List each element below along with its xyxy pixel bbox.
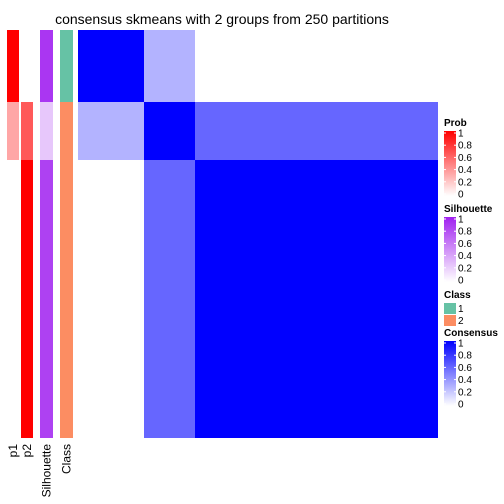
class-cell-C xyxy=(60,160,73,438)
legend-colorbar-prob xyxy=(444,131,456,196)
track-label-Silhouette: Silhouette xyxy=(40,444,54,498)
legend-tick-prob: 0.4 xyxy=(458,165,472,176)
legend-title-prob: Prob xyxy=(444,118,467,129)
class-cell-B xyxy=(60,102,73,160)
legend-swatch-class-2 xyxy=(444,315,456,326)
p1-cell-A xyxy=(7,30,19,102)
legend-tick-prob: 0.8 xyxy=(458,141,472,152)
track-labels: p1 p2 Silhouette Class xyxy=(6,444,74,498)
p2-cell-B xyxy=(21,102,33,160)
track-label-p1: p1 xyxy=(6,444,20,458)
matrix-cell-2-2 xyxy=(195,160,438,438)
legend-colorbar-silhouette xyxy=(444,217,456,282)
matrix-cell-1-2 xyxy=(195,102,438,160)
legend-title-silhouette: Silhouette xyxy=(444,204,493,215)
matrix-cell-1-1 xyxy=(144,102,195,160)
legend-tick-silhouette: 0.6 xyxy=(458,239,472,250)
consensus-matrix xyxy=(78,30,438,438)
p1-cell-C xyxy=(7,160,19,438)
track-label-Class: Class xyxy=(60,444,74,474)
matrix-cell-2-0 xyxy=(78,160,144,438)
silhouette-cell-B xyxy=(40,102,53,160)
legend-tick-silhouette: 1 xyxy=(458,215,464,226)
legend-title-consensus: Consensus xyxy=(444,328,498,339)
legend-tick-prob: 0.2 xyxy=(458,177,472,188)
p2-cell-C xyxy=(21,160,33,438)
legend-tick-prob: 1 xyxy=(458,129,464,140)
legend-swatch-class-1 xyxy=(444,303,456,314)
legends: Prob10.80.60.40.20Silhouette10.80.60.40.… xyxy=(444,118,498,411)
matrix-cell-1-0 xyxy=(78,102,144,160)
legend-tick-silhouette: 0.4 xyxy=(458,251,472,262)
legend-label-class-1: 1 xyxy=(458,304,464,315)
legend-tick-silhouette: 0 xyxy=(458,276,464,287)
legend-tick-consensus: 0 xyxy=(458,400,464,411)
p2-cell-A xyxy=(21,30,33,102)
track-label-p2: p2 xyxy=(20,444,34,458)
annotation-tracks xyxy=(7,30,73,438)
matrix-cell-0-1 xyxy=(144,30,195,102)
legend-tick-consensus: 0.6 xyxy=(458,363,472,374)
class-cell-A xyxy=(60,30,73,102)
matrix-cell-0-0 xyxy=(78,30,144,102)
p1-cell-B xyxy=(7,102,19,160)
matrix-cell-2-1 xyxy=(144,160,195,438)
silhouette-cell-C xyxy=(40,160,53,438)
matrix-cell-0-2 xyxy=(195,30,438,102)
legend-title-class: Class xyxy=(444,290,471,301)
legend-tick-prob: 0 xyxy=(458,190,464,201)
legend-tick-silhouette: 0.2 xyxy=(458,263,472,274)
legend-tick-consensus: 0.8 xyxy=(458,351,472,362)
legend-tick-silhouette: 0.8 xyxy=(458,227,472,238)
silhouette-cell-A xyxy=(40,30,53,102)
legend-colorbar-consensus xyxy=(444,341,456,406)
legend-tick-prob: 0.6 xyxy=(458,153,472,164)
legend-label-class-2: 2 xyxy=(458,316,464,327)
chart-title: consensus skmeans with 2 groups from 250… xyxy=(55,11,389,27)
legend-tick-consensus: 0.4 xyxy=(458,375,472,386)
legend-tick-consensus: 0.2 xyxy=(458,387,472,398)
legend-tick-consensus: 1 xyxy=(458,339,464,350)
